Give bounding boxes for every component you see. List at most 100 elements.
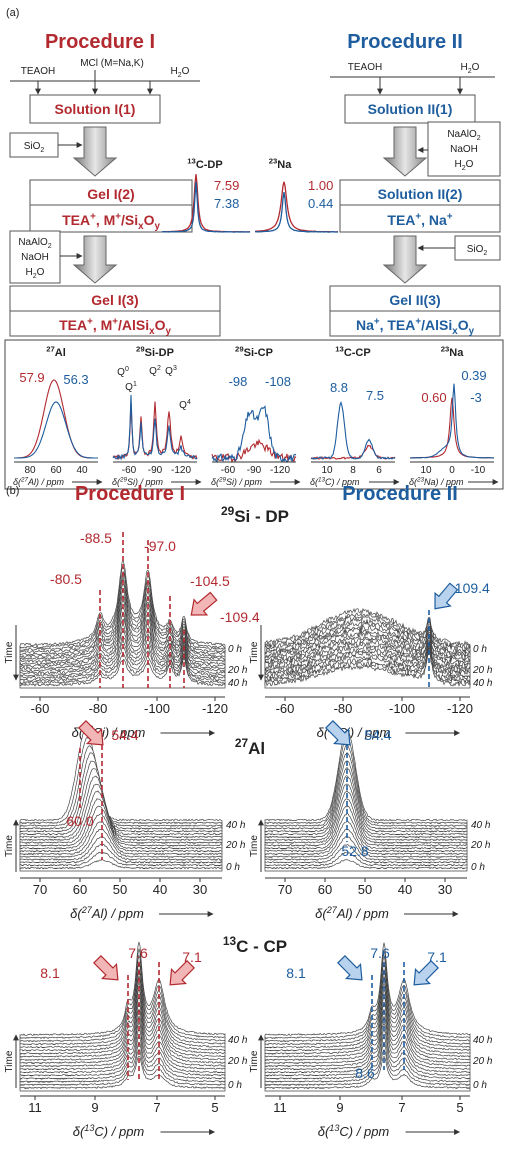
- spectrum: [14, 401, 98, 459]
- spectrum-trace: [264, 1028, 471, 1079]
- pointer-arrow: [78, 720, 104, 746]
- label: -120: [447, 701, 473, 716]
- spectrum: [254, 192, 339, 233]
- spectrum-trace: [264, 783, 468, 844]
- text-run: 2: [48, 243, 52, 250]
- label: 20 h: [472, 665, 493, 676]
- pointer-arrow: [169, 960, 195, 986]
- text-run: C) / ppm: [94, 1124, 144, 1139]
- label: 8.1: [40, 965, 60, 981]
- label: δ(13C) / ppm: [73, 1123, 145, 1139]
- spectrum-trace: [19, 1035, 226, 1082]
- text-run: 2: [483, 250, 487, 257]
- label: Time: [249, 835, 260, 857]
- label: 7.38: [214, 196, 239, 211]
- text-run: /AlSi: [421, 317, 452, 333]
- label: δ(27Al) / ppm: [13, 476, 65, 487]
- spectrum-trace: [264, 813, 468, 855]
- label: 7.6: [128, 945, 148, 961]
- text-run: 29: [221, 504, 235, 518]
- text-run: NaAlO: [18, 237, 48, 248]
- label: 52.8: [341, 843, 368, 859]
- label: H2O: [26, 267, 45, 280]
- label: 11: [273, 1100, 287, 1115]
- text-run: 2: [33, 273, 37, 280]
- text-run: SiO: [24, 141, 41, 152]
- label: 13C-DP: [187, 157, 222, 171]
- text-run: Q: [125, 382, 133, 393]
- spectrum-trace: [19, 1001, 226, 1067]
- spectrum-trace: [19, 851, 223, 869]
- label: 23Na: [441, 345, 465, 359]
- text-run: C) / ppm: [339, 1124, 389, 1139]
- label: -60: [276, 701, 295, 716]
- label: Procedure II: [342, 483, 458, 505]
- text-run: Na: [356, 317, 374, 333]
- spectrum-trace: [19, 941, 226, 1039]
- label: Q3: [165, 365, 177, 377]
- spectrum-trace: [264, 956, 471, 1045]
- label: Q0: [117, 366, 129, 378]
- label: -97.0: [144, 538, 176, 554]
- label: 40 h: [228, 1035, 248, 1046]
- label: 20 h: [227, 1056, 248, 1067]
- text-run: 29: [136, 345, 145, 354]
- spectrum-trace: [264, 775, 468, 841]
- spectrum-trace: [19, 975, 226, 1054]
- text-run: NaAlO: [447, 129, 477, 140]
- text-run: 13: [329, 1123, 339, 1133]
- label: 40: [153, 882, 167, 897]
- label: 0 h: [228, 1080, 242, 1091]
- text-run: +: [374, 316, 380, 327]
- spectrum-trace: [19, 994, 226, 1064]
- text-run: Q: [179, 400, 187, 411]
- label: 9: [91, 1100, 98, 1115]
- text-run: +: [90, 211, 96, 222]
- text-run: δ(: [315, 906, 328, 921]
- text-run: 2: [477, 135, 481, 142]
- text-run: O: [37, 267, 45, 278]
- inset-frame: [4, 339, 504, 490]
- label: 8: [350, 465, 356, 476]
- label: Time: [4, 835, 15, 857]
- label: -60: [31, 701, 50, 716]
- text-run: 2: [157, 365, 161, 372]
- spectrum: [161, 181, 251, 233]
- label: TEAOH: [348, 62, 382, 73]
- label: Solution I(1): [55, 101, 136, 117]
- spectrum: [211, 438, 297, 464]
- text-run: 0: [125, 366, 129, 373]
- text-run: , M: [96, 212, 115, 228]
- label: -88.5: [80, 530, 112, 546]
- label: 40 h: [473, 1035, 493, 1046]
- label: Gel I(2): [87, 186, 134, 202]
- label: Gel II(3): [389, 292, 440, 308]
- label: TEAOH: [21, 66, 55, 77]
- label: 70: [278, 882, 292, 897]
- text-run: Q: [117, 367, 125, 378]
- text-run: y: [469, 326, 475, 337]
- text-run: +: [115, 211, 121, 222]
- spectrum-trace: [264, 760, 468, 835]
- text-run: C-DP: [196, 159, 223, 171]
- box: [339, 179, 501, 233]
- spectrum-trace: [19, 813, 223, 855]
- label: -80: [334, 701, 353, 716]
- label: Solution II(1): [368, 101, 453, 117]
- pointer-arrow: [413, 960, 439, 986]
- text-run: C-CP: [344, 347, 371, 359]
- label: 8.6: [355, 1065, 375, 1081]
- label: -104.5: [190, 573, 230, 589]
- label: 9: [336, 1100, 343, 1115]
- text-run: O: [155, 317, 166, 333]
- box: [29, 179, 193, 233]
- text-run: O: [472, 62, 480, 73]
- spectrum-trace: [264, 961, 471, 1048]
- spectrum-trace: [19, 960, 226, 1048]
- pointer-arrow: [337, 955, 363, 981]
- text-run: Na: [449, 347, 464, 359]
- label: 40: [398, 882, 412, 897]
- spectrum-trace: [264, 1035, 471, 1082]
- label: δ(29Si) / ppm: [211, 476, 263, 487]
- text-run: δ(: [409, 477, 418, 487]
